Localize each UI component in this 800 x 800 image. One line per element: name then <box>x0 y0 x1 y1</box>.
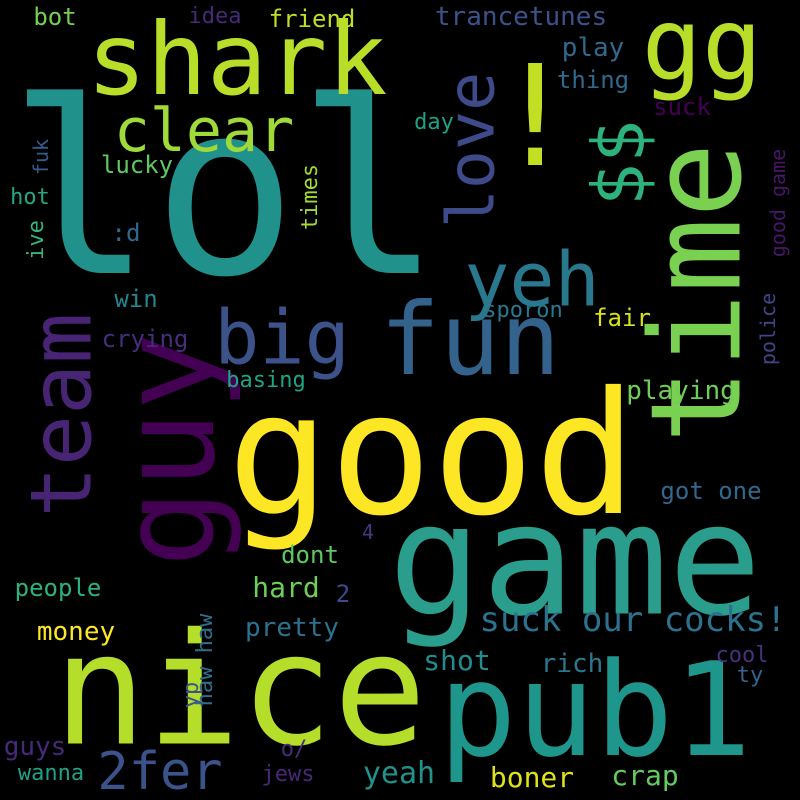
word-basing: basing <box>226 370 305 392</box>
word-ty: ty <box>737 665 764 687</box>
word-o-slash: o/ <box>281 739 308 761</box>
word-trancetunes: trancetunes <box>435 4 607 30</box>
word-lucky: lucky <box>101 153 173 177</box>
word-big: big <box>214 301 349 376</box>
word-gg: gg <box>642 0 762 95</box>
word-friend: friend <box>269 7 356 31</box>
word-yp: yp <box>181 682 203 709</box>
word-crying: crying <box>102 327 189 351</box>
word-good-game: good game <box>768 149 788 257</box>
word-playing: playing <box>626 378 736 404</box>
word-people: people <box>15 576 102 600</box>
word-times: times <box>300 164 322 230</box>
word-guys: guys <box>4 734 67 760</box>
word-2fer: 2fer <box>97 746 222 798</box>
word-boner: boner <box>490 764 574 792</box>
word-fuk: fuk <box>31 139 51 175</box>
word-rich: rich <box>541 651 604 677</box>
word-ive: ive <box>26 220 48 260</box>
word-crap: crap <box>611 762 678 790</box>
word-colon-d: :d <box>112 221 141 245</box>
word-police: police <box>758 293 778 365</box>
word-team: team <box>20 313 105 518</box>
word-idea: idea <box>189 6 242 28</box>
word-play: play <box>562 35 625 61</box>
word-sporon: sporon <box>483 300 562 322</box>
word-yeah: yeah <box>363 759 435 789</box>
word-shot: shot <box>423 647 490 675</box>
word-love: love <box>440 72 505 229</box>
word-2: 2 <box>336 582 350 606</box>
word-pretty: pretty <box>245 615 339 641</box>
word-bot: bot <box>33 5 76 29</box>
word-suck: suck <box>653 95 711 119</box>
word-thing: thing <box>557 68 629 92</box>
word-hot: hot <box>10 187 50 209</box>
word-win: win <box>114 287 157 311</box>
word-hard: hard <box>252 574 319 602</box>
word-got-one: got one <box>660 479 761 503</box>
word-jews: jews <box>262 764 315 786</box>
word-fair: fair <box>593 306 651 330</box>
word-day: day <box>414 112 454 134</box>
word-wanna: wanna <box>18 763 84 785</box>
word-dont: dont <box>281 543 339 567</box>
word-money: money <box>37 619 115 645</box>
word-suck-our-cocks: suck our cocks! <box>479 603 786 637</box>
word-4: 4 <box>362 522 374 542</box>
word-dollars: $$ <box>583 120 655 207</box>
